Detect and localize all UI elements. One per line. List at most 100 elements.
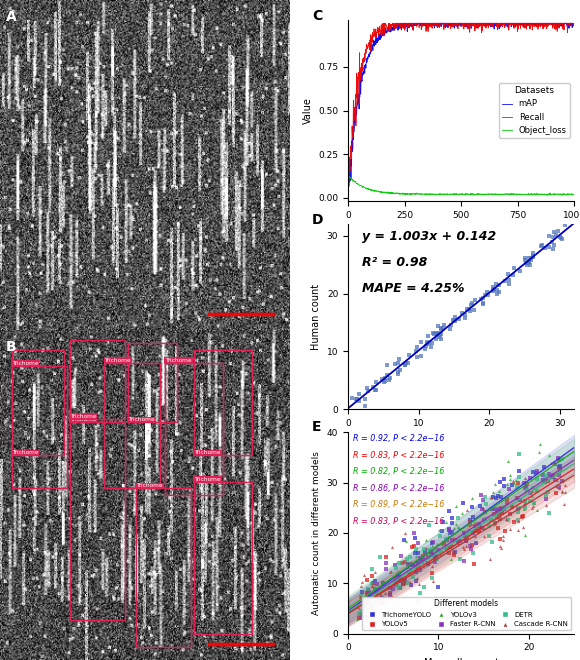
Point	[495, 534, 504, 544]
Point	[486, 492, 495, 503]
Point	[500, 474, 509, 484]
Point	[413, 537, 422, 548]
Point	[552, 468, 561, 478]
Point	[473, 524, 482, 535]
Point	[413, 547, 422, 558]
Point	[368, 608, 377, 618]
Point	[481, 290, 490, 300]
Point	[394, 570, 403, 580]
Point	[414, 579, 423, 589]
Point	[393, 367, 403, 378]
Point	[548, 232, 557, 242]
Point	[445, 541, 455, 552]
Point	[493, 490, 502, 501]
Point	[531, 486, 540, 496]
Point	[353, 394, 362, 405]
Point	[495, 287, 504, 298]
Point	[390, 560, 400, 571]
Point	[496, 513, 505, 524]
Point	[521, 496, 530, 507]
Point	[400, 578, 409, 588]
Point	[372, 587, 381, 597]
Point	[364, 587, 374, 597]
Point	[487, 514, 496, 525]
Point	[391, 580, 400, 591]
Point	[445, 528, 454, 539]
Point	[504, 275, 513, 285]
Point	[492, 512, 502, 523]
Point	[445, 548, 454, 558]
Point	[545, 450, 554, 461]
Point	[524, 253, 534, 264]
Point	[382, 552, 391, 562]
Point	[500, 480, 509, 491]
Point	[413, 558, 422, 569]
Point	[508, 480, 517, 490]
Point	[502, 478, 512, 489]
Point	[444, 506, 454, 516]
Point	[556, 453, 565, 463]
Point	[443, 535, 452, 545]
mAP	[521, 22, 528, 30]
Point	[488, 282, 498, 292]
Point	[357, 577, 367, 587]
Point	[447, 320, 456, 331]
Point	[505, 508, 514, 519]
Point	[524, 256, 534, 267]
Text: Trichome: Trichome	[194, 477, 221, 482]
Point	[362, 610, 372, 621]
Point	[401, 556, 410, 567]
Point	[394, 354, 404, 364]
Point	[476, 294, 485, 305]
Point	[557, 454, 567, 465]
Point	[426, 546, 436, 557]
Text: E: E	[312, 420, 321, 434]
Point	[420, 582, 429, 593]
Point	[477, 523, 487, 533]
Point	[461, 310, 470, 320]
Point	[440, 538, 449, 548]
Object_loss	[560, 191, 567, 199]
Text: B: B	[6, 340, 16, 354]
Point	[485, 521, 494, 531]
Point	[423, 558, 433, 569]
Point	[464, 304, 473, 314]
Point	[432, 328, 441, 339]
Point	[462, 541, 471, 552]
Point	[379, 376, 389, 387]
Point	[485, 554, 494, 564]
Object_loss	[345, 172, 351, 180]
Recall	[380, 19, 387, 27]
Point	[529, 248, 538, 259]
Point	[545, 231, 554, 242]
Point	[488, 491, 498, 502]
Point	[451, 519, 461, 529]
Point	[490, 478, 499, 489]
Point	[499, 535, 508, 546]
mAP	[560, 19, 567, 27]
Point	[438, 539, 447, 549]
Point	[463, 529, 472, 540]
Point	[527, 490, 536, 501]
Point	[559, 475, 568, 485]
Point	[449, 315, 458, 325]
Point	[397, 551, 406, 562]
Point	[357, 587, 367, 597]
Point	[456, 553, 465, 564]
Point	[433, 544, 443, 555]
Point	[503, 498, 512, 508]
Point	[452, 535, 461, 546]
Point	[394, 568, 404, 579]
Point	[525, 487, 534, 498]
Point	[500, 502, 509, 512]
Point	[365, 585, 374, 596]
Point	[466, 544, 476, 554]
Point	[430, 552, 440, 563]
Point	[403, 559, 412, 570]
Point	[556, 465, 565, 476]
Point	[429, 576, 438, 586]
Point	[546, 458, 556, 469]
Point	[480, 530, 489, 541]
Point	[474, 518, 484, 529]
Point	[451, 312, 460, 322]
